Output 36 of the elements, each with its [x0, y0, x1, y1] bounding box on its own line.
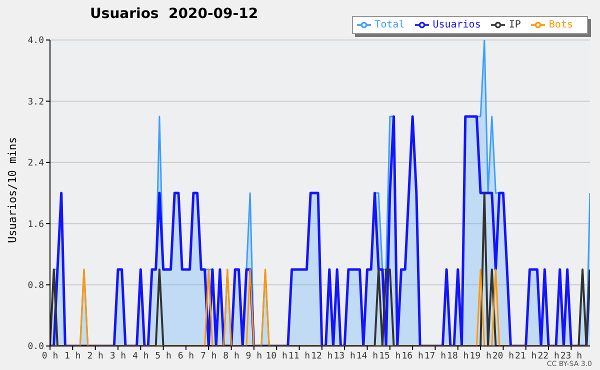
x-tick-label: 16 h: [402, 351, 424, 362]
x-tick-label: 9 h: [246, 351, 262, 362]
x-tick-label: 1 h: [64, 351, 81, 362]
y-tick-label: 2.4: [28, 158, 44, 169]
x-tick-label: 13 h: [334, 351, 356, 362]
x-tick-label: 8 h: [223, 351, 240, 362]
y-tick-label: 1.6: [28, 220, 44, 230]
x-tick-label: 5 h: [155, 351, 172, 362]
x-tick-label: 4 h: [132, 351, 149, 362]
x-tick-label: 0 h: [42, 351, 58, 362]
chart-title: Usuarios 2020-09-12: [90, 6, 258, 22]
y-tick-label: 3.2: [28, 97, 44, 108]
legend-label: IP: [508, 20, 521, 31]
x-tick-label: 14 h: [356, 351, 378, 362]
x-tick-label: 23 h: [560, 351, 582, 362]
x-tick-label: 6 h: [178, 351, 194, 362]
x-tick-label: 7 h: [200, 351, 217, 362]
x-tick-label: 21 h: [515, 351, 537, 362]
legend-label: Total: [374, 20, 405, 31]
x-tick-label: 19 h: [470, 351, 492, 362]
legend-label: Usuarios: [432, 20, 481, 31]
y-tick-label: 4.0: [28, 36, 44, 46]
x-tick-label: 15 h: [379, 351, 401, 362]
x-tick-label: 12 h: [311, 351, 333, 362]
x-tick-label: 2 h: [87, 351, 104, 362]
x-tick-label: 22 h: [538, 351, 560, 362]
x-tick-label: 20 h: [492, 351, 514, 362]
x-tick-label: 10 h: [266, 351, 288, 362]
x-tick-label: 11 h: [288, 351, 310, 362]
x-tick-label: 3 h: [110, 351, 126, 362]
y-tick-label: 0.8: [28, 280, 44, 291]
legend-label: Bots: [548, 20, 573, 31]
x-tick-label: 18 h: [447, 351, 469, 362]
y-tick-label: 0.0: [28, 342, 44, 352]
y-axis-title: Usuarios/10 mins: [6, 137, 19, 243]
x-tick-label: 17 h: [424, 351, 446, 362]
